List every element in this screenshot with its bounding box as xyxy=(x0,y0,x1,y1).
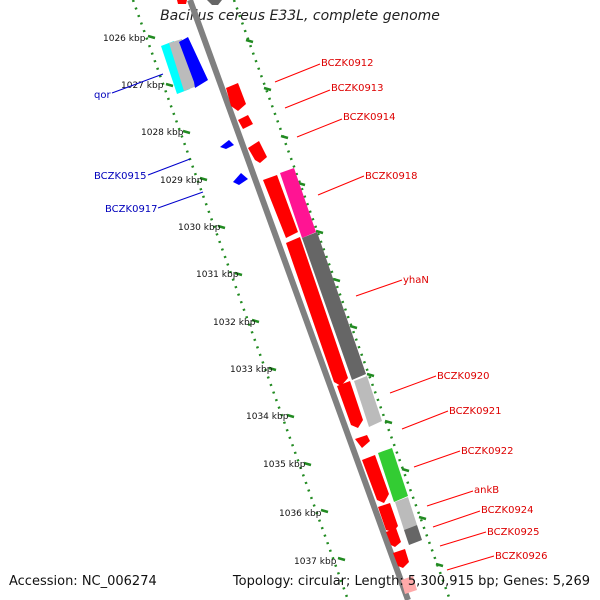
gene-feature xyxy=(220,140,234,149)
gene-feature xyxy=(386,528,401,547)
kbp-label: 1031 kbp xyxy=(196,270,239,280)
kbp-label: 1036 kbp xyxy=(279,509,322,519)
gene-feature xyxy=(355,435,370,448)
reverse-label-leaders xyxy=(111,73,204,209)
gene-label: BCZK0924 xyxy=(481,505,534,516)
forward-labels: BCZK0912 BCZK0913 BCZK0914 BCZK0918 yhaN… xyxy=(321,58,548,562)
gene-label: yhaN xyxy=(403,275,429,286)
gene-label: BCZK0925 xyxy=(487,527,540,538)
gene-feature xyxy=(393,549,409,568)
gene-label: BCZK0913 xyxy=(331,83,384,94)
gene-label: BCZK0921 xyxy=(449,406,502,417)
kbp-label: 1032 kbp xyxy=(213,318,256,328)
kbp-labels: 1026 kbp 1027 kbp 1028 kbp 1029 kbp 1030… xyxy=(103,34,337,567)
gene-label: BCZK0915 xyxy=(94,171,147,182)
kbp-label: 1028 kbp xyxy=(141,128,184,138)
outer-ruler-ticks xyxy=(245,38,444,568)
gene-feature xyxy=(280,168,316,238)
kbp-label: 1029 kbp xyxy=(160,176,203,186)
kbp-label: 1030 kbp xyxy=(178,223,221,233)
gene-feature xyxy=(404,525,422,545)
gene-feature xyxy=(337,381,363,428)
gene-label: BCZK0912 xyxy=(321,58,374,69)
gene-feature xyxy=(248,141,267,163)
gene-feature xyxy=(378,448,408,502)
gene-label: BCZK0914 xyxy=(343,112,396,123)
forward-label-leaders xyxy=(274,63,495,571)
gene-label: BCZK0926 xyxy=(495,551,548,562)
kbp-label: 1026 kbp xyxy=(103,34,146,44)
gene-feature xyxy=(401,576,417,594)
gene-label: qor xyxy=(94,90,111,101)
gene-feature xyxy=(169,39,197,91)
genome-summary: Topology: circular; Length: 5,300,915 bp… xyxy=(232,574,590,589)
kbp-label: 1035 kbp xyxy=(263,460,306,470)
gene-feature xyxy=(286,237,348,386)
gene-label: BCZK0917 xyxy=(105,204,158,215)
kbp-ticks xyxy=(147,34,346,562)
backbone xyxy=(187,0,411,600)
gene-feature xyxy=(263,175,298,238)
gene-feature xyxy=(233,173,248,185)
kbp-label: 1034 kbp xyxy=(246,412,289,422)
gene-feature xyxy=(395,497,417,530)
reverse-genes xyxy=(161,37,248,185)
map-title: Bacillus cereus E33L, complete genome xyxy=(160,8,440,24)
gene-feature xyxy=(378,503,398,532)
gene-label: ankB xyxy=(474,485,499,496)
gene-label: BCZK0918 xyxy=(365,171,418,182)
reverse-labels: qor BCZK0915 BCZK0917 xyxy=(94,90,158,215)
gene-feature xyxy=(207,0,222,5)
gene-feature xyxy=(177,0,187,4)
gene-feature xyxy=(354,376,382,427)
kbp-label: 1033 kbp xyxy=(230,365,273,375)
kbp-label: 1037 kbp xyxy=(294,557,337,567)
gene-feature xyxy=(226,83,246,111)
gene-label: BCZK0920 xyxy=(437,371,490,382)
accession-text: Accession: NC_006274 xyxy=(9,574,157,589)
gene-feature xyxy=(302,232,366,380)
gene-feature xyxy=(179,37,208,88)
forward-genes xyxy=(177,0,422,594)
gene-label: BCZK0922 xyxy=(461,446,514,457)
kbp-label: 1027 kbp xyxy=(121,81,164,91)
gene-feature xyxy=(238,115,253,129)
gene-feature xyxy=(362,455,389,503)
